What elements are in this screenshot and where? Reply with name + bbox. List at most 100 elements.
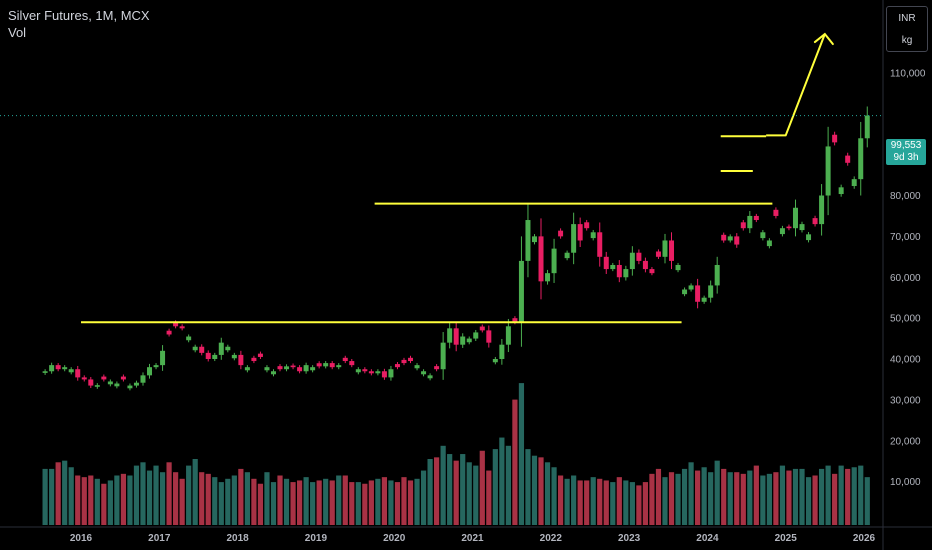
candle-body [597, 232, 603, 257]
volume-bar [101, 483, 107, 525]
volume-bar [818, 468, 825, 525]
candle-body [42, 371, 48, 373]
candle-body [231, 354, 237, 359]
candle-body [662, 240, 668, 257]
y-tick-label: 50,000 [890, 314, 921, 325]
candle-body [290, 365, 296, 368]
y-tick-label: 20,000 [890, 436, 921, 447]
x-tick-label: 2018 [226, 533, 249, 544]
candle-body [244, 367, 250, 371]
volume-bar [838, 465, 844, 525]
y-tick-label: 110,000 [890, 68, 926, 79]
volume-bar [518, 383, 525, 525]
candle-body [257, 353, 263, 357]
x-tick-label: 2019 [305, 533, 328, 544]
candle-body [68, 369, 74, 373]
candle-body [186, 336, 192, 341]
x-axis[interactable]: 2016 2017 2018 2019 2020 2021 2022 2023 2024 2025… [70, 533, 876, 544]
candle-body [453, 328, 459, 345]
currency-label[interactable]: INR [898, 13, 916, 24]
candle-body [218, 342, 224, 355]
volume-bar [323, 478, 329, 525]
candle-body [427, 375, 433, 379]
candle-body [212, 354, 218, 359]
volume-bar [812, 475, 818, 525]
volume-bar [225, 478, 231, 525]
volume-bar [42, 468, 48, 525]
annotations[interactable] [0, 32, 883, 324]
volume-bar [434, 457, 440, 525]
volume-bar [218, 482, 224, 525]
candle-body [192, 346, 198, 351]
volume-bar [401, 477, 407, 525]
volume-bar [734, 472, 740, 525]
candle-body [323, 363, 329, 367]
candle-body [492, 359, 498, 363]
candle-body [760, 232, 766, 239]
volume-bar [179, 478, 185, 525]
volume-bar [766, 473, 772, 525]
candle-body [179, 326, 185, 329]
candle-body [408, 357, 414, 362]
volume-bar [120, 473, 127, 525]
candle-body [525, 220, 531, 261]
volume-bar [760, 475, 766, 525]
candle-body [538, 236, 544, 282]
candle-body [303, 365, 309, 372]
volume-bar [264, 472, 270, 525]
volume-bar [786, 470, 792, 525]
candle-body [747, 215, 753, 229]
volume-bar [146, 470, 153, 525]
volume-bar [205, 473, 211, 525]
candle-body [75, 369, 81, 378]
candle-body [551, 248, 557, 274]
volume-bar [460, 454, 466, 525]
volume-bar [420, 470, 427, 525]
volume-bars [42, 383, 870, 525]
volume-bar [505, 445, 511, 525]
volume-bar [277, 475, 283, 525]
volume-bar [159, 472, 166, 525]
x-tick-label: 2025 [775, 533, 798, 544]
candle-body [362, 369, 368, 372]
candle-body [714, 264, 720, 286]
candle-body [564, 252, 570, 259]
volume-bar [453, 460, 459, 525]
candle-body [264, 367, 270, 371]
candle-body [655, 251, 661, 257]
volume-bar [779, 465, 786, 525]
candle-body [825, 146, 831, 196]
candle-body [94, 385, 100, 387]
volume-bar [81, 477, 87, 525]
candle-body [669, 240, 675, 261]
volume-bar [747, 470, 753, 525]
volume-bar [199, 472, 205, 525]
candle-body [284, 366, 290, 370]
volume-bar [616, 477, 622, 525]
x-tick-label: 2022 [540, 533, 563, 544]
candle-body [310, 367, 316, 371]
volume-bar [290, 482, 296, 525]
y-axis[interactable]: 120,000110,00090,00080,00070,00060,00050… [890, 28, 927, 489]
candle-body [675, 264, 681, 271]
volume-bar [845, 468, 851, 525]
volume-legend[interactable]: Vol [8, 25, 27, 40]
volume-bar [133, 465, 140, 525]
volume-bar [649, 473, 655, 525]
candle-body [49, 365, 55, 372]
volume-bar [531, 455, 538, 525]
volume-bar [381, 477, 388, 525]
candlesticks [42, 106, 870, 391]
candle-body [610, 264, 616, 270]
candle-body [349, 361, 355, 366]
unit-label[interactable]: kg [901, 35, 913, 46]
volume-bar [186, 465, 192, 525]
volume-bar [851, 467, 857, 525]
volume-bar [349, 482, 355, 525]
candle-body [616, 264, 622, 278]
scale-unit-selector[interactable]: INR kg [886, 6, 928, 52]
candle-body [173, 322, 179, 327]
chart-title[interactable]: Silver Futures, 1M, MCX [8, 8, 150, 23]
candle-body [766, 240, 772, 247]
